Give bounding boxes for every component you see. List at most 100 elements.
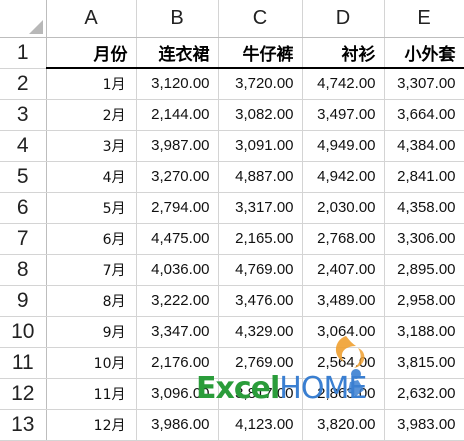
- sheet-row-3: 3 2月 2,144.00 3,082.00 3,497.00 3,664.00: [0, 99, 464, 131]
- sheet-row-13: 13 12月 3,986.00 4,123.00 3,820.00 3,983.…: [0, 409, 464, 441]
- column-header-e[interactable]: E: [384, 0, 464, 38]
- row-header-7[interactable]: 7: [0, 223, 47, 255]
- select-all-corner[interactable]: [0, 0, 47, 38]
- cell-a12[interactable]: 11月: [46, 378, 137, 410]
- sheet-row-4: 4 3月 3,987.00 3,091.00 4,949.00 4,384.00: [0, 130, 464, 162]
- row-header-11[interactable]: 11: [0, 347, 47, 379]
- cell-e12[interactable]: 2,632.00: [384, 378, 464, 410]
- row-header-3[interactable]: 3: [0, 99, 47, 131]
- cell-a11[interactable]: 10月: [46, 347, 137, 379]
- row-header-5[interactable]: 5: [0, 161, 47, 193]
- select-all-triangle-icon: [28, 19, 43, 34]
- sheet-row-11: 11 10月 2,176.00 2,769.00 2,564.00 3,815.…: [0, 347, 464, 379]
- cell-d3[interactable]: 3,497.00: [302, 99, 385, 131]
- cell-e2[interactable]: 3,307.00: [384, 68, 464, 100]
- cell-b5[interactable]: 3,270.00: [136, 161, 219, 193]
- row-header-9[interactable]: 9: [0, 285, 47, 317]
- cell-d13[interactable]: 3,820.00: [302, 409, 385, 441]
- cell-e9[interactable]: 2,958.00: [384, 285, 464, 317]
- cell-b8[interactable]: 4,036.00: [136, 254, 219, 286]
- cell-a2[interactable]: 1月: [46, 68, 137, 100]
- cell-b4[interactable]: 3,987.00: [136, 130, 219, 162]
- cell-c6[interactable]: 3,317.00: [218, 192, 303, 224]
- sheet-row-5: 5 4月 3,270.00 4,887.00 4,942.00 2,841.00: [0, 161, 464, 193]
- cell-c10[interactable]: 4,329.00: [218, 316, 303, 348]
- cell-b10[interactable]: 3,347.00: [136, 316, 219, 348]
- cell-d8[interactable]: 2,407.00: [302, 254, 385, 286]
- cell-d5[interactable]: 4,942.00: [302, 161, 385, 193]
- cell-d1[interactable]: 衬衫: [302, 37, 385, 69]
- cell-b1[interactable]: 连衣裙: [136, 37, 219, 69]
- sheet-row-1: 1 月份 连衣裙 牛仔裤 衬衫 小外套: [0, 37, 464, 69]
- cell-c2[interactable]: 3,720.00: [218, 68, 303, 100]
- row-header-13[interactable]: 13: [0, 409, 47, 441]
- cell-d6[interactable]: 2,030.00: [302, 192, 385, 224]
- cell-e3[interactable]: 3,664.00: [384, 99, 464, 131]
- row-header-12[interactable]: 12: [0, 378, 47, 410]
- cell-d7[interactable]: 2,768.00: [302, 223, 385, 255]
- cell-b12[interactable]: 3,096.00: [136, 378, 219, 410]
- cell-c11[interactable]: 2,769.00: [218, 347, 303, 379]
- cell-d10[interactable]: 3,064.00: [302, 316, 385, 348]
- column-header-c[interactable]: C: [218, 0, 303, 38]
- cell-e13[interactable]: 3,983.00: [384, 409, 464, 441]
- cell-e1[interactable]: 小外套: [384, 37, 464, 69]
- cell-c8[interactable]: 4,769.00: [218, 254, 303, 286]
- row-header-1[interactable]: 1: [0, 37, 47, 69]
- row-header-10[interactable]: 10: [0, 316, 47, 348]
- cell-a3[interactable]: 2月: [46, 99, 137, 131]
- cell-e6[interactable]: 4,358.00: [384, 192, 464, 224]
- cell-c1[interactable]: 牛仔裤: [218, 37, 303, 69]
- cell-e5[interactable]: 2,841.00: [384, 161, 464, 193]
- cell-d9[interactable]: 3,489.00: [302, 285, 385, 317]
- cell-c7[interactable]: 2,165.00: [218, 223, 303, 255]
- cell-e11[interactable]: 3,815.00: [384, 347, 464, 379]
- cell-a9[interactable]: 8月: [46, 285, 137, 317]
- cell-a6[interactable]: 5月: [46, 192, 137, 224]
- row-header-4[interactable]: 4: [0, 130, 47, 162]
- cell-c5[interactable]: 4,887.00: [218, 161, 303, 193]
- cell-c9[interactable]: 3,476.00: [218, 285, 303, 317]
- cell-d4[interactable]: 4,949.00: [302, 130, 385, 162]
- cell-b7[interactable]: 4,475.00: [136, 223, 219, 255]
- cell-e8[interactable]: 2,895.00: [384, 254, 464, 286]
- cell-b9[interactable]: 3,222.00: [136, 285, 219, 317]
- cell-a8[interactable]: 7月: [46, 254, 137, 286]
- cell-d2[interactable]: 4,742.00: [302, 68, 385, 100]
- sheet-row-10: 10 9月 3,347.00 4,329.00 3,064.00 3,188.0…: [0, 316, 464, 348]
- column-header-row: A B C D E: [0, 0, 464, 38]
- cell-a13[interactable]: 12月: [46, 409, 137, 441]
- cell-b11[interactable]: 2,176.00: [136, 347, 219, 379]
- column-header-d[interactable]: D: [302, 0, 385, 38]
- row-header-2[interactable]: 2: [0, 68, 47, 100]
- column-header-b[interactable]: B: [136, 0, 219, 38]
- cell-b6[interactable]: 2,794.00: [136, 192, 219, 224]
- cell-c4[interactable]: 3,091.00: [218, 130, 303, 162]
- row-header-8[interactable]: 8: [0, 254, 47, 286]
- row-header-6[interactable]: 6: [0, 192, 47, 224]
- cell-e7[interactable]: 3,306.00: [384, 223, 464, 255]
- cell-b3[interactable]: 2,144.00: [136, 99, 219, 131]
- cell-c3[interactable]: 3,082.00: [218, 99, 303, 131]
- cell-c12[interactable]: 3,817.00: [218, 378, 303, 410]
- cell-e4[interactable]: 4,384.00: [384, 130, 464, 162]
- sheet-row-12: 12 11月 3,096.00 3,817.00 2,863.00 2,632.…: [0, 378, 464, 410]
- cell-a1[interactable]: 月份: [46, 37, 137, 69]
- sheet-row-7: 7 6月 4,475.00 2,165.00 2,768.00 3,306.00: [0, 223, 464, 255]
- cell-a5[interactable]: 4月: [46, 161, 137, 193]
- column-header-a[interactable]: A: [46, 0, 137, 38]
- cell-d11[interactable]: 2,564.00: [302, 347, 385, 379]
- cell-b2[interactable]: 3,120.00: [136, 68, 219, 100]
- cell-a7[interactable]: 6月: [46, 223, 137, 255]
- cell-a4[interactable]: 3月: [46, 130, 137, 162]
- sheet-row-9: 9 8月 3,222.00 3,476.00 3,489.00 2,958.00: [0, 285, 464, 317]
- cell-c13[interactable]: 4,123.00: [218, 409, 303, 441]
- sheet-row-6: 6 5月 2,794.00 3,317.00 2,030.00 4,358.00: [0, 192, 464, 224]
- cell-d12[interactable]: 2,863.00: [302, 378, 385, 410]
- cell-e10[interactable]: 3,188.00: [384, 316, 464, 348]
- cell-b13[interactable]: 3,986.00: [136, 409, 219, 441]
- cell-a10[interactable]: 9月: [46, 316, 137, 348]
- sheet-row-8: 8 7月 4,036.00 4,769.00 2,407.00 2,895.00: [0, 254, 464, 286]
